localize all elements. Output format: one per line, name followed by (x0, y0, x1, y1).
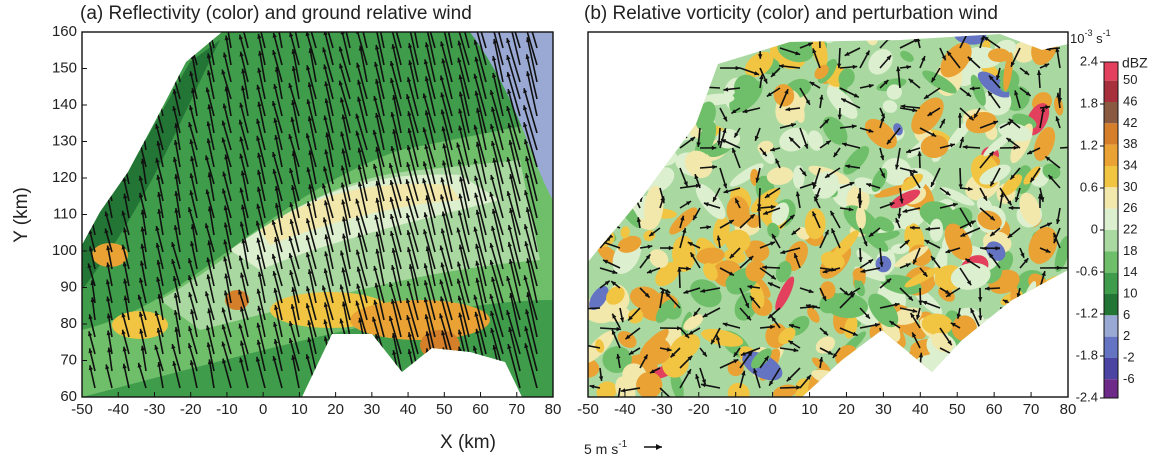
field-blob (793, 165, 805, 189)
dbz-tick-label: 14 (1123, 264, 1137, 279)
cb-title-exp: -3 (1084, 28, 1092, 38)
colorbar-segment (1104, 294, 1118, 315)
vort-tick-label: -0.6 (1076, 263, 1098, 278)
x-tick-label: 60 (472, 401, 489, 418)
x-tick-label: -40 (107, 401, 129, 418)
x-tick-label: 10 (801, 401, 818, 418)
y-tick-label: 140 (52, 96, 77, 113)
dbz-tick-label: 46 (1123, 93, 1137, 108)
colorbar-segment (1104, 379, 1118, 398)
x-tick-label: 60 (986, 401, 1003, 418)
vort-tick-label: 0 (1091, 221, 1098, 236)
dbz-tick-label: 6 (1123, 307, 1130, 322)
x-tick-label: -20 (180, 401, 202, 418)
colorbar-segment (1104, 251, 1118, 272)
colorbar-segment (1104, 102, 1118, 123)
x-axis-label: X (km) (440, 432, 496, 453)
cb-title-unit-exp: -1 (1103, 28, 1111, 38)
colorbar-segment (1104, 315, 1118, 336)
x-tick-label: 50 (436, 401, 453, 418)
vort-tick-label: 2.4 (1080, 53, 1098, 68)
y-tick-label: 120 (52, 169, 77, 186)
y-tick-label: 150 (52, 59, 77, 76)
panel-title: (b) Relative vorticity (color) and pertu… (584, 3, 998, 24)
colorbar-segment (1104, 81, 1118, 102)
dbz-tick-label: 50 (1123, 72, 1137, 87)
panel-title: (a) Reflectivity (color) and ground rela… (80, 3, 472, 24)
x-tick-label: -10 (216, 401, 238, 418)
dbz-tick-label: 38 (1123, 136, 1137, 151)
dbz-tick-label: 30 (1123, 179, 1137, 194)
y-axis-label: Y (km) (11, 187, 32, 243)
x-tick-label: 40 (400, 401, 417, 418)
dbz-tick-label: 42 (1123, 115, 1137, 130)
x-tick-label: -30 (651, 401, 673, 418)
x-tick-label: 80 (1060, 401, 1077, 418)
colorbar-segment (1104, 358, 1118, 379)
x-tick-label: -30 (144, 401, 166, 418)
vort-tick-label: 1.8 (1080, 95, 1098, 110)
x-tick-label: 0 (768, 401, 776, 418)
y-tick-label: 60 (60, 388, 77, 405)
dbz-tick-label: 34 (1123, 157, 1137, 172)
vort-tick-label: -1.8 (1076, 347, 1098, 362)
vort-tick-label: -2.4 (1076, 389, 1098, 404)
x-tick-label: 30 (364, 401, 381, 418)
cb-title: 10 (1070, 31, 1084, 46)
colorbar-segment (1104, 62, 1118, 81)
x-tick-label: 70 (508, 401, 525, 418)
dbz-label: dBZ (1122, 55, 1148, 71)
x-tick-label: 30 (875, 401, 892, 418)
scale-exp: -1 (618, 439, 627, 450)
dbz-tick-label: 10 (1123, 285, 1137, 300)
x-tick-label: -50 (577, 401, 599, 418)
x-tick-label: -10 (725, 401, 747, 418)
vort-tick-label: -1.2 (1076, 305, 1098, 320)
scale-text: 5 m s (584, 441, 618, 457)
colorbar-segment (1104, 123, 1118, 144)
y-tick-label: 70 (60, 351, 77, 368)
vort-tick-label: 1.2 (1080, 137, 1098, 152)
colorbar-segment (1104, 166, 1118, 187)
colorbar-segment (1104, 273, 1118, 294)
dbz-tick-label: 18 (1123, 243, 1137, 258)
dbz-tick-label: 26 (1123, 200, 1137, 215)
x-tick-label: 70 (1023, 401, 1040, 418)
x-tick-label: 20 (327, 401, 344, 418)
dbz-tick-label: -6 (1123, 371, 1135, 386)
x-tick-label: 20 (838, 401, 855, 418)
x-tick-label: 50 (949, 401, 966, 418)
x-tick-label: -20 (688, 401, 710, 418)
y-tick-label: 90 (60, 278, 77, 295)
x-tick-label: 40 (912, 401, 929, 418)
y-tick-label: 110 (53, 205, 77, 222)
y-tick-label: 100 (52, 242, 77, 259)
x-tick-label: 0 (259, 401, 267, 418)
dbz-tick-label: -2 (1123, 349, 1135, 364)
colorbar-segment (1104, 337, 1118, 358)
y-tick-label: 80 (60, 315, 77, 332)
colorbar-segment (1104, 145, 1118, 166)
x-tick-label: 80 (545, 401, 562, 418)
vort-tick-label: 0.6 (1080, 179, 1098, 194)
y-tick-label: 130 (52, 132, 77, 149)
x-tick-label: -40 (614, 401, 636, 418)
x-tick-label: 10 (291, 401, 308, 418)
dbz-tick-label: 22 (1123, 221, 1137, 236)
colorbar-segment (1104, 209, 1118, 230)
y-tick-label: 160 (52, 23, 77, 40)
dbz-tick-label: 2 (1123, 328, 1130, 343)
cb-title-unit: s (1092, 31, 1103, 46)
colorbar-segment (1104, 230, 1118, 251)
colorbar-segment (1104, 187, 1118, 208)
